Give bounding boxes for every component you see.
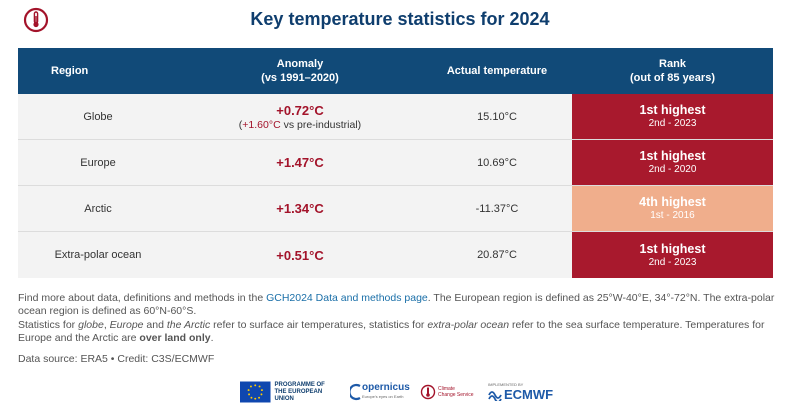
region-cell: Arctic — [84, 202, 112, 215]
rank-cell: 4th highest 1st - 2016 — [572, 186, 773, 231]
footnote-data-methods: Find more about data, definitions and me… — [18, 292, 775, 317]
header-region: Region — [51, 65, 89, 77]
region-cell: Globe — [83, 110, 113, 123]
rank-cell: 1st highest 2nd - 2023 — [572, 94, 773, 139]
copernicus-text: opernicus — [362, 382, 410, 393]
rank-cell: 1st highest 2nd - 2023 — [572, 232, 773, 278]
c3s-icon — [420, 384, 436, 400]
eu-programme-logo: PROGRAMME OF THE EUROPEAN UNION — [240, 380, 340, 404]
eu-logo-text-1: PROGRAMME OF — [274, 381, 325, 388]
rank-previous: 2nd - 2023 — [648, 256, 697, 268]
actual-temp-cell: -11.37°C — [475, 202, 519, 215]
rank-previous: 2nd - 2023 — [648, 118, 697, 129]
header-anomaly-label: Anomaly — [276, 58, 324, 70]
actual-temp-cell: 10.69°C — [477, 156, 517, 169]
anomaly-note: (+1.60°C vs pre-industrial) — [238, 118, 362, 131]
thermometer-logo-icon — [23, 7, 49, 33]
anomaly-cell: +0.51°C — [276, 247, 324, 263]
anomaly-cell: +0.72°C — [276, 102, 324, 118]
table-header: Region Anomaly (vs 1991–2020) Actual temp… — [18, 48, 773, 94]
header-anomaly: Anomaly (vs 1991–2020) — [178, 48, 422, 94]
ecmwf-tagline: IMPLEMENTED BY — [488, 382, 524, 387]
rank-label: 1st highest — [639, 103, 706, 117]
eu-logo-text-2: THE EUROPEAN UNION — [274, 388, 323, 402]
footnote-statistics: Statistics for globe, Europe and the Arc… — [18, 319, 765, 344]
c3s-text-2: Change Service — [438, 392, 474, 398]
header-rank: Rank (out of 85 years) — [572, 48, 773, 94]
temperature-stats-table: Region Anomaly (vs 1991–2020) Actual temp… — [18, 48, 773, 278]
header-actual: Actual temperature — [446, 65, 548, 77]
ecmwf-text: ECMWF — [504, 387, 554, 402]
anomaly-cell: +1.34°C — [276, 201, 324, 216]
actual-temp-cell: 15.10°C — [477, 110, 517, 123]
table-row: Arctic +1.34°C -11.37°C 4th highest 1st … — [18, 186, 773, 232]
footnotes: Find more about data, definitions and me… — [18, 292, 788, 346]
ecmwf-icon — [488, 390, 502, 401]
actual-temp-cell: 20.87°C — [477, 249, 517, 261]
rank-previous: 1st - 2016 — [650, 210, 695, 221]
copernicus-c-icon — [350, 383, 361, 401]
data-methods-link[interactable]: GCH2024 Data and methods page — [266, 292, 428, 304]
header-rank-label: Rank — [659, 58, 686, 70]
header-rank-sub: (out of 85 years) — [630, 72, 715, 84]
rank-cell: 1st highest 2nd - 2020 — [572, 140, 773, 185]
header-anomaly-period: (vs 1991–2020) — [261, 72, 339, 84]
anomaly-cell: +1.47°C — [276, 155, 324, 170]
anomaly-note-value: +1.60°C — [242, 118, 281, 131]
c3s-text-1: Climate — [438, 386, 455, 392]
copernicus-logo: opernicus Europe's eyes on Earth — [350, 380, 415, 404]
region-cell: Europe — [80, 156, 116, 169]
rank-label: 1st highest — [639, 241, 706, 256]
data-source: Data source: ERA5 • Credit: C3S/ECMWF — [18, 353, 215, 365]
eu-flag-icon — [240, 381, 271, 403]
rank-label: 1st highest — [639, 149, 706, 163]
c3s-logo: Climate Change Service — [420, 380, 485, 404]
table-row: Extra-polar ocean +0.51°C 20.87°C 1st hi… — [18, 232, 773, 278]
partner-logos: PROGRAMME OF THE EUROPEAN UNION opernicu… — [240, 380, 570, 404]
page-title: Key temperature statistics for 2024 — [250, 9, 550, 29]
rank-previous: 2nd - 2020 — [648, 164, 697, 175]
table-row: Globe +0.72°C (+1.60°C vs pre-industrial… — [18, 94, 773, 140]
rank-label: 4th highest — [639, 195, 706, 209]
region-cell: Extra-polar ocean — [54, 249, 142, 261]
ecmwf-logo: IMPLEMENTED BY ECMWF — [488, 380, 570, 404]
table-row: Europe +1.47°C 10.69°C 1st highest 2nd -… — [18, 140, 773, 186]
copernicus-tagline: Europe's eyes on Earth — [362, 394, 404, 399]
